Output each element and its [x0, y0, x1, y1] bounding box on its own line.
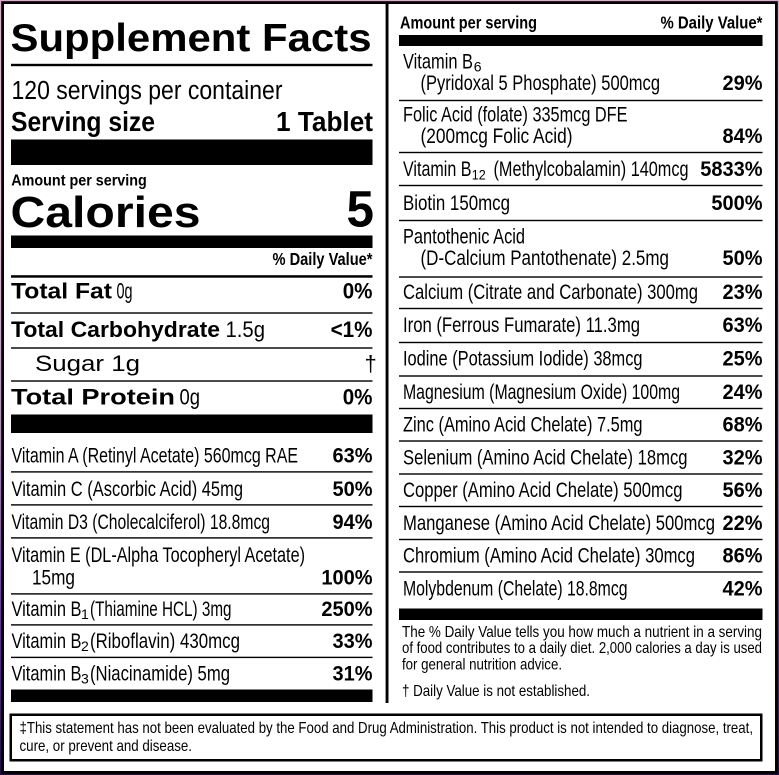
svg-text:Vitamin B: Vitamin B: [403, 157, 472, 181]
svg-text:6: 6: [474, 59, 482, 75]
svg-text:3: 3: [81, 671, 89, 687]
svg-text:(Niacinamide) 5mg: (Niacinamide) 5mg: [90, 662, 230, 686]
svg-text:120 servings per container: 120 servings per container: [12, 77, 283, 105]
svg-text:(Pyridoxal 5 Phosphate) 500mcg: (Pyridoxal 5 Phosphate) 500mcg: [421, 71, 661, 95]
svg-text:Folic Acid (folate) 335mcg DFE: Folic Acid (folate) 335mcg DFE: [403, 103, 628, 127]
svg-text:The % Daily Value tells you ho: The % Daily Value tells you how much a n…: [402, 624, 762, 641]
svg-text:29%: 29%: [723, 71, 763, 95]
svg-text:100%: 100%: [321, 566, 372, 590]
svg-text:31%: 31%: [333, 662, 373, 686]
svg-text:63%: 63%: [723, 313, 763, 337]
svg-text:Manganese (Amino Acid Chelate): Manganese (Amino Acid Chelate) 500mcg: [403, 511, 715, 535]
svg-text:% Daily Value*: % Daily Value*: [661, 13, 763, 33]
svg-text:Vitamin C (Ascorbic Acid) 45mg: Vitamin C (Ascorbic Acid) 45mg: [12, 477, 244, 501]
svg-text:Biotin 150mcg: Biotin 150mcg: [403, 191, 510, 215]
svg-text:Vitamin E (DL-Alpha Tocopheryl: Vitamin E (DL-Alpha Tocopheryl Acetate): [12, 543, 306, 567]
svg-text:Calcium (Citrate and Carbonate: Calcium (Citrate and Carbonate) 300mg: [403, 280, 698, 304]
svg-text:(D-Calcium Pantothenate) 2.5mg: (D-Calcium Pantothenate) 2.5mg: [421, 246, 670, 270]
svg-text:24%: 24%: [723, 380, 763, 404]
svg-text:0g: 0g: [117, 279, 133, 304]
svg-text:Selenium (Amino Acid Chelate): Selenium (Amino Acid Chelate) 18mcg: [403, 446, 688, 470]
svg-text:42%: 42%: [723, 577, 763, 601]
svg-text:cure, or prevent and disease.: cure, or prevent and disease.: [20, 738, 193, 755]
svg-text:1: 1: [81, 606, 89, 622]
svg-text:Vitamin B: Vitamin B: [12, 629, 82, 653]
svg-text:† Daily Value is not establish: † Daily Value is not established.: [402, 683, 590, 700]
svg-text:Total Fat: Total Fat: [11, 279, 113, 304]
svg-text:(Methylcobalamin) 140mcg: (Methylcobalamin) 140mcg: [494, 157, 689, 181]
svg-text:†: †: [365, 351, 377, 376]
svg-text:50%: 50%: [723, 246, 763, 270]
svg-text:5: 5: [347, 181, 375, 238]
svg-text:Iron (Ferrous Fumarate) 11.3mg: Iron (Ferrous Fumarate) 11.3mg: [403, 313, 640, 337]
svg-text:Vitamin B: Vitamin B: [403, 50, 473, 74]
svg-text:68%: 68%: [723, 413, 763, 437]
svg-text:Total Protein: Total Protein: [11, 385, 175, 410]
svg-text:Zinc (Amino Acid Chelate) 7.5m: Zinc (Amino Acid Chelate) 7.5mg: [403, 413, 643, 437]
svg-text:33%: 33%: [333, 629, 373, 653]
svg-text:22%: 22%: [723, 511, 763, 535]
svg-text:Magnesium (Magnesium Oxide) 10: Magnesium (Magnesium Oxide) 100mg: [403, 380, 680, 404]
svg-text:1 Tablet: 1 Tablet: [276, 106, 373, 137]
svg-text:1.5g: 1.5g: [226, 317, 266, 342]
svg-text:23%: 23%: [723, 280, 763, 304]
svg-text:Molybdenum (Chelate) 18.8mcg: Molybdenum (Chelate) 18.8mcg: [403, 577, 628, 601]
svg-text:0g: 0g: [180, 385, 201, 410]
svg-text:15mg: 15mg: [32, 566, 75, 590]
svg-text:Amount per serving: Amount per serving: [400, 13, 537, 33]
svg-text:2: 2: [81, 638, 89, 654]
svg-text:250%: 250%: [321, 597, 372, 621]
svg-text:0%: 0%: [343, 385, 373, 410]
svg-text:32%: 32%: [723, 446, 763, 470]
svg-text:0%: 0%: [343, 279, 373, 304]
svg-text:Vitamin B: Vitamin B: [12, 597, 82, 621]
svg-text:(200mcg Folic Acid): (200mcg Folic Acid): [421, 124, 573, 148]
svg-text:12: 12: [472, 167, 486, 183]
svg-text:Iodine (Potassium Iodide) 38mc: Iodine (Potassium Iodide) 38mcg: [403, 347, 643, 371]
svg-text:Amount per serving: Amount per serving: [11, 173, 147, 190]
svg-text:Vitamin D3 (Cholecalciferol) 1: Vitamin D3 (Cholecalciferol) 18.8mcg: [12, 510, 271, 534]
svg-text:‡This statement has not been e: ‡This statement has not been evaluated b…: [20, 720, 754, 737]
svg-text:<1%: <1%: [331, 317, 373, 342]
svg-text:Total Carbohydrate: Total Carbohydrate: [11, 317, 220, 342]
svg-text:(Riboflavin) 430mcg: (Riboflavin) 430mcg: [90, 629, 240, 653]
svg-text:Sugar 1g: Sugar 1g: [35, 351, 140, 376]
svg-text:Vitamin B: Vitamin B: [12, 662, 82, 686]
svg-text:5833%: 5833%: [700, 157, 762, 181]
svg-text:(Thiamine HCL) 3mg: (Thiamine HCL) 3mg: [90, 597, 232, 621]
svg-text:86%: 86%: [723, 544, 763, 568]
svg-text:Pantothenic Acid: Pantothenic Acid: [403, 225, 525, 249]
svg-text:for general nutrition advice.: for general nutrition advice.: [402, 657, 562, 674]
svg-text:94%: 94%: [333, 510, 373, 534]
svg-text:Chromium (Amino Acid Chelate): Chromium (Amino Acid Chelate) 30mcg: [403, 544, 695, 568]
svg-text:Serving size: Serving size: [11, 106, 155, 137]
svg-text:56%: 56%: [723, 478, 763, 502]
svg-text:Supplement Facts: Supplement Facts: [11, 17, 372, 60]
svg-text:Vitamin A (Retinyl Acetate) 56: Vitamin A (Retinyl Acetate) 560mcg RAE: [12, 444, 299, 468]
svg-text:63%: 63%: [333, 444, 373, 468]
svg-text:500%: 500%: [711, 191, 762, 215]
svg-text:84%: 84%: [723, 124, 763, 148]
svg-text:% Daily Value*: % Daily Value*: [273, 249, 373, 269]
svg-text:25%: 25%: [723, 347, 763, 371]
svg-text:Calories: Calories: [11, 188, 201, 237]
svg-text:50%: 50%: [333, 477, 373, 501]
svg-text:Copper (Amino Acid Chelate) 50: Copper (Amino Acid Chelate) 500mcg: [403, 478, 683, 502]
svg-text:of food contributes to a daily: of food contributes to a daily diet. 2,0…: [402, 640, 762, 657]
